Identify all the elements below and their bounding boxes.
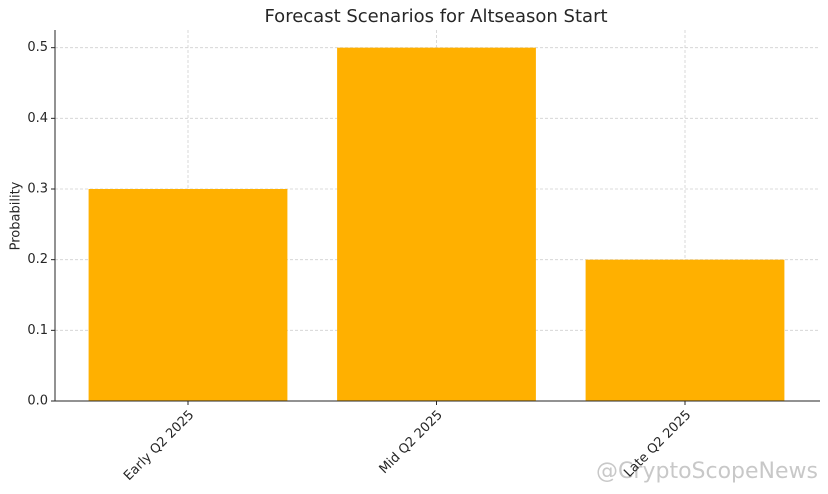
y-tick-label: 0.5 xyxy=(27,40,48,55)
bar xyxy=(337,47,536,402)
y-tick-label: 0.1 xyxy=(27,323,48,338)
x-tick-label: Early Q2 2025 xyxy=(121,408,197,484)
y-axis-label: Probability xyxy=(9,181,24,250)
y-tick-label: 0.0 xyxy=(27,394,48,409)
watermark: @CryptoScopeNews xyxy=(596,459,818,484)
x-tick-label: Mid Q2 2025 xyxy=(377,408,446,477)
y-tick-label: 0.3 xyxy=(27,182,48,197)
bar xyxy=(585,259,785,401)
y-tick-label: 0.2 xyxy=(27,252,48,267)
chart-title: Forecast Scenarios for Altseason Start xyxy=(264,6,607,27)
bar xyxy=(88,189,288,401)
y-tick-label: 0.4 xyxy=(27,111,48,126)
